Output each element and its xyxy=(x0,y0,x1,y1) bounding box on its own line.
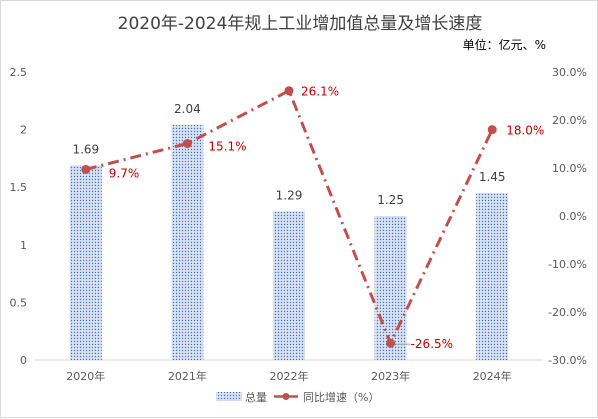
category-label: 2020年 xyxy=(66,369,105,383)
left-tick-label: 0 xyxy=(20,354,27,367)
line-series: 9.7% 15.1% 26.1% -26.5% 18.0% xyxy=(81,85,544,351)
legend-bar-label: 总量 xyxy=(245,390,267,404)
legend-line-marker xyxy=(282,393,290,400)
chart-title: 2020年-2024年规上工业增加值总量及增长速度 xyxy=(118,14,483,34)
bar xyxy=(69,165,102,360)
bar-value-label: 1.29 xyxy=(276,188,303,202)
bar xyxy=(171,124,204,360)
line-value-label: 18.0% xyxy=(506,124,544,138)
right-tick-label: -30.0% xyxy=(548,354,587,367)
bar-value-label: 1.45 xyxy=(479,170,506,184)
legend-line-label: 同比增速（%） xyxy=(303,390,379,404)
right-tick-label: -10.0% xyxy=(548,258,587,271)
category-label: 2023年 xyxy=(371,369,410,383)
right-tick-label: 20.0% xyxy=(552,114,587,127)
line-value-label: 26.1% xyxy=(301,85,339,99)
growth-line xyxy=(85,89,494,345)
line-point xyxy=(487,125,497,135)
category-label: 2022年 xyxy=(270,369,309,383)
bar xyxy=(476,192,509,360)
right-axis: -30.0% -20.0% -10.0% 0.0% 10.0% 20.0% 30.0% xyxy=(548,66,587,367)
line-point xyxy=(81,164,91,174)
line-point xyxy=(386,338,396,348)
left-tick-label: 2 xyxy=(20,124,27,137)
right-tick-label: 30.0% xyxy=(552,66,587,79)
bar xyxy=(273,211,305,360)
right-tick-label: 0.0% xyxy=(559,210,587,223)
right-tick-label: -20.0% xyxy=(548,306,587,319)
line-value-label: 15.1% xyxy=(208,140,246,154)
left-axis: 0 0.5 1 1.5 2 2.5 xyxy=(10,66,28,367)
bar-value-label: 2.04 xyxy=(174,102,201,116)
right-tick-label: 10.0% xyxy=(552,162,587,175)
left-tick-label: 2.5 xyxy=(10,66,28,79)
unit-note: 单位：亿元、% xyxy=(463,37,546,52)
legend-bar-swatch xyxy=(216,392,242,401)
bar-value-label: 1.69 xyxy=(72,142,99,156)
left-tick-label: 1.5 xyxy=(10,181,28,194)
line-point xyxy=(284,86,294,96)
bar-value-label: 1.25 xyxy=(377,193,404,207)
line-value-label: 9.7% xyxy=(109,166,140,180)
line-value-label: -26.5% xyxy=(411,337,453,351)
left-tick-label: 0.5 xyxy=(10,296,28,309)
bar-series: 1.69 2.04 1.29 1.25 1.45 xyxy=(69,102,509,360)
category-axis: 2020年 2021年 2022年 2023年 2024年 xyxy=(66,369,511,383)
category-label: 2021年 xyxy=(168,369,207,383)
left-tick-label: 1 xyxy=(20,239,27,252)
category-label: 2024年 xyxy=(473,369,512,383)
bar xyxy=(374,216,407,360)
legend: 总量 同比增速（%） xyxy=(216,390,379,404)
line-point xyxy=(182,139,192,149)
